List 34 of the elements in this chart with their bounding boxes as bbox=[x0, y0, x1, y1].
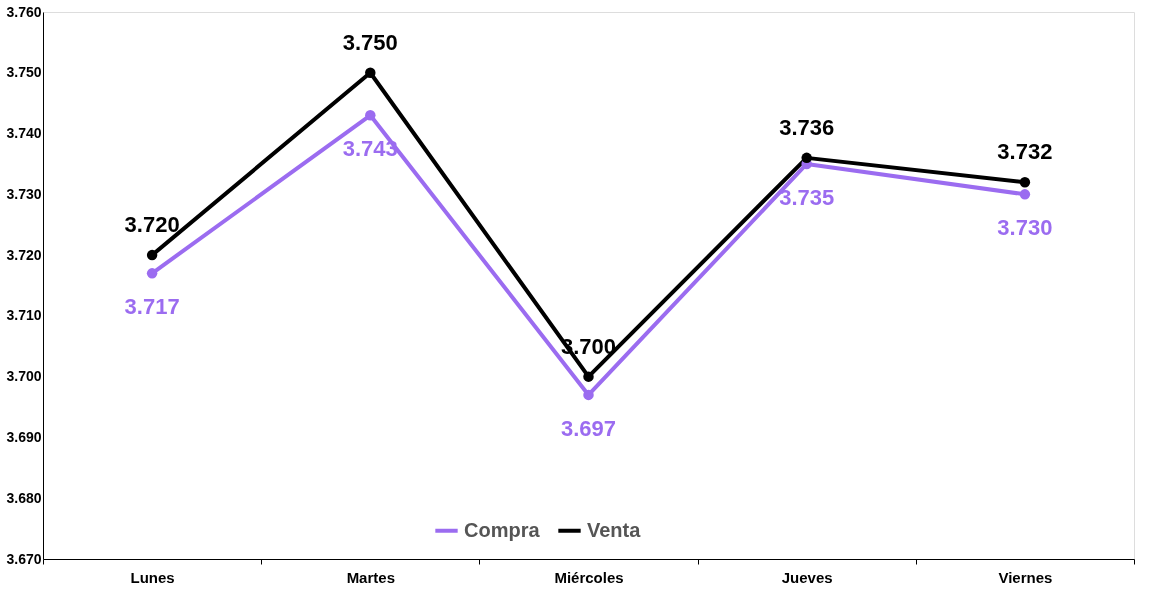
x-tick-label: Lunes bbox=[130, 568, 175, 586]
data-label: 3.732 bbox=[997, 139, 1053, 165]
point bbox=[146, 268, 158, 279]
y-tick-label: 3.730 bbox=[6, 185, 42, 202]
data-label: 3.750 bbox=[342, 29, 398, 55]
x-tick-label: Viernes bbox=[998, 568, 1053, 586]
y-tick-label: 3.720 bbox=[6, 246, 42, 263]
y-tick-label: 3.700 bbox=[6, 368, 42, 385]
x-tick-label: Miércoles bbox=[554, 568, 624, 586]
point bbox=[1019, 189, 1031, 200]
x-tick-label: Martes bbox=[346, 568, 395, 586]
y-tick-label: 3.710 bbox=[6, 307, 42, 324]
point bbox=[583, 371, 594, 382]
y-tick-label: 3.760 bbox=[6, 3, 42, 20]
data-label: 3.717 bbox=[124, 294, 180, 320]
y-tick-label: 3.670 bbox=[6, 550, 42, 567]
data-label: 3.736 bbox=[779, 114, 835, 140]
data-label: 3.720 bbox=[124, 212, 180, 238]
data-label: 3.730 bbox=[997, 215, 1053, 241]
point bbox=[365, 110, 376, 121]
point bbox=[146, 249, 158, 261]
point bbox=[1019, 176, 1031, 188]
point bbox=[583, 389, 594, 401]
x-tick-label: Jueves bbox=[781, 568, 833, 586]
y-tick-label: 3.680 bbox=[6, 489, 42, 506]
point bbox=[801, 152, 812, 164]
y-tick-label: 3.740 bbox=[6, 125, 42, 142]
data-label: 3.735 bbox=[779, 184, 835, 210]
legend-label: Venta bbox=[587, 518, 642, 541]
point bbox=[365, 67, 376, 79]
data-label: 3.697 bbox=[560, 415, 617, 441]
y-tick-label: 3.750 bbox=[6, 64, 42, 81]
y-tick-label: 3.690 bbox=[6, 428, 42, 445]
legend-label: Compra bbox=[464, 518, 541, 541]
